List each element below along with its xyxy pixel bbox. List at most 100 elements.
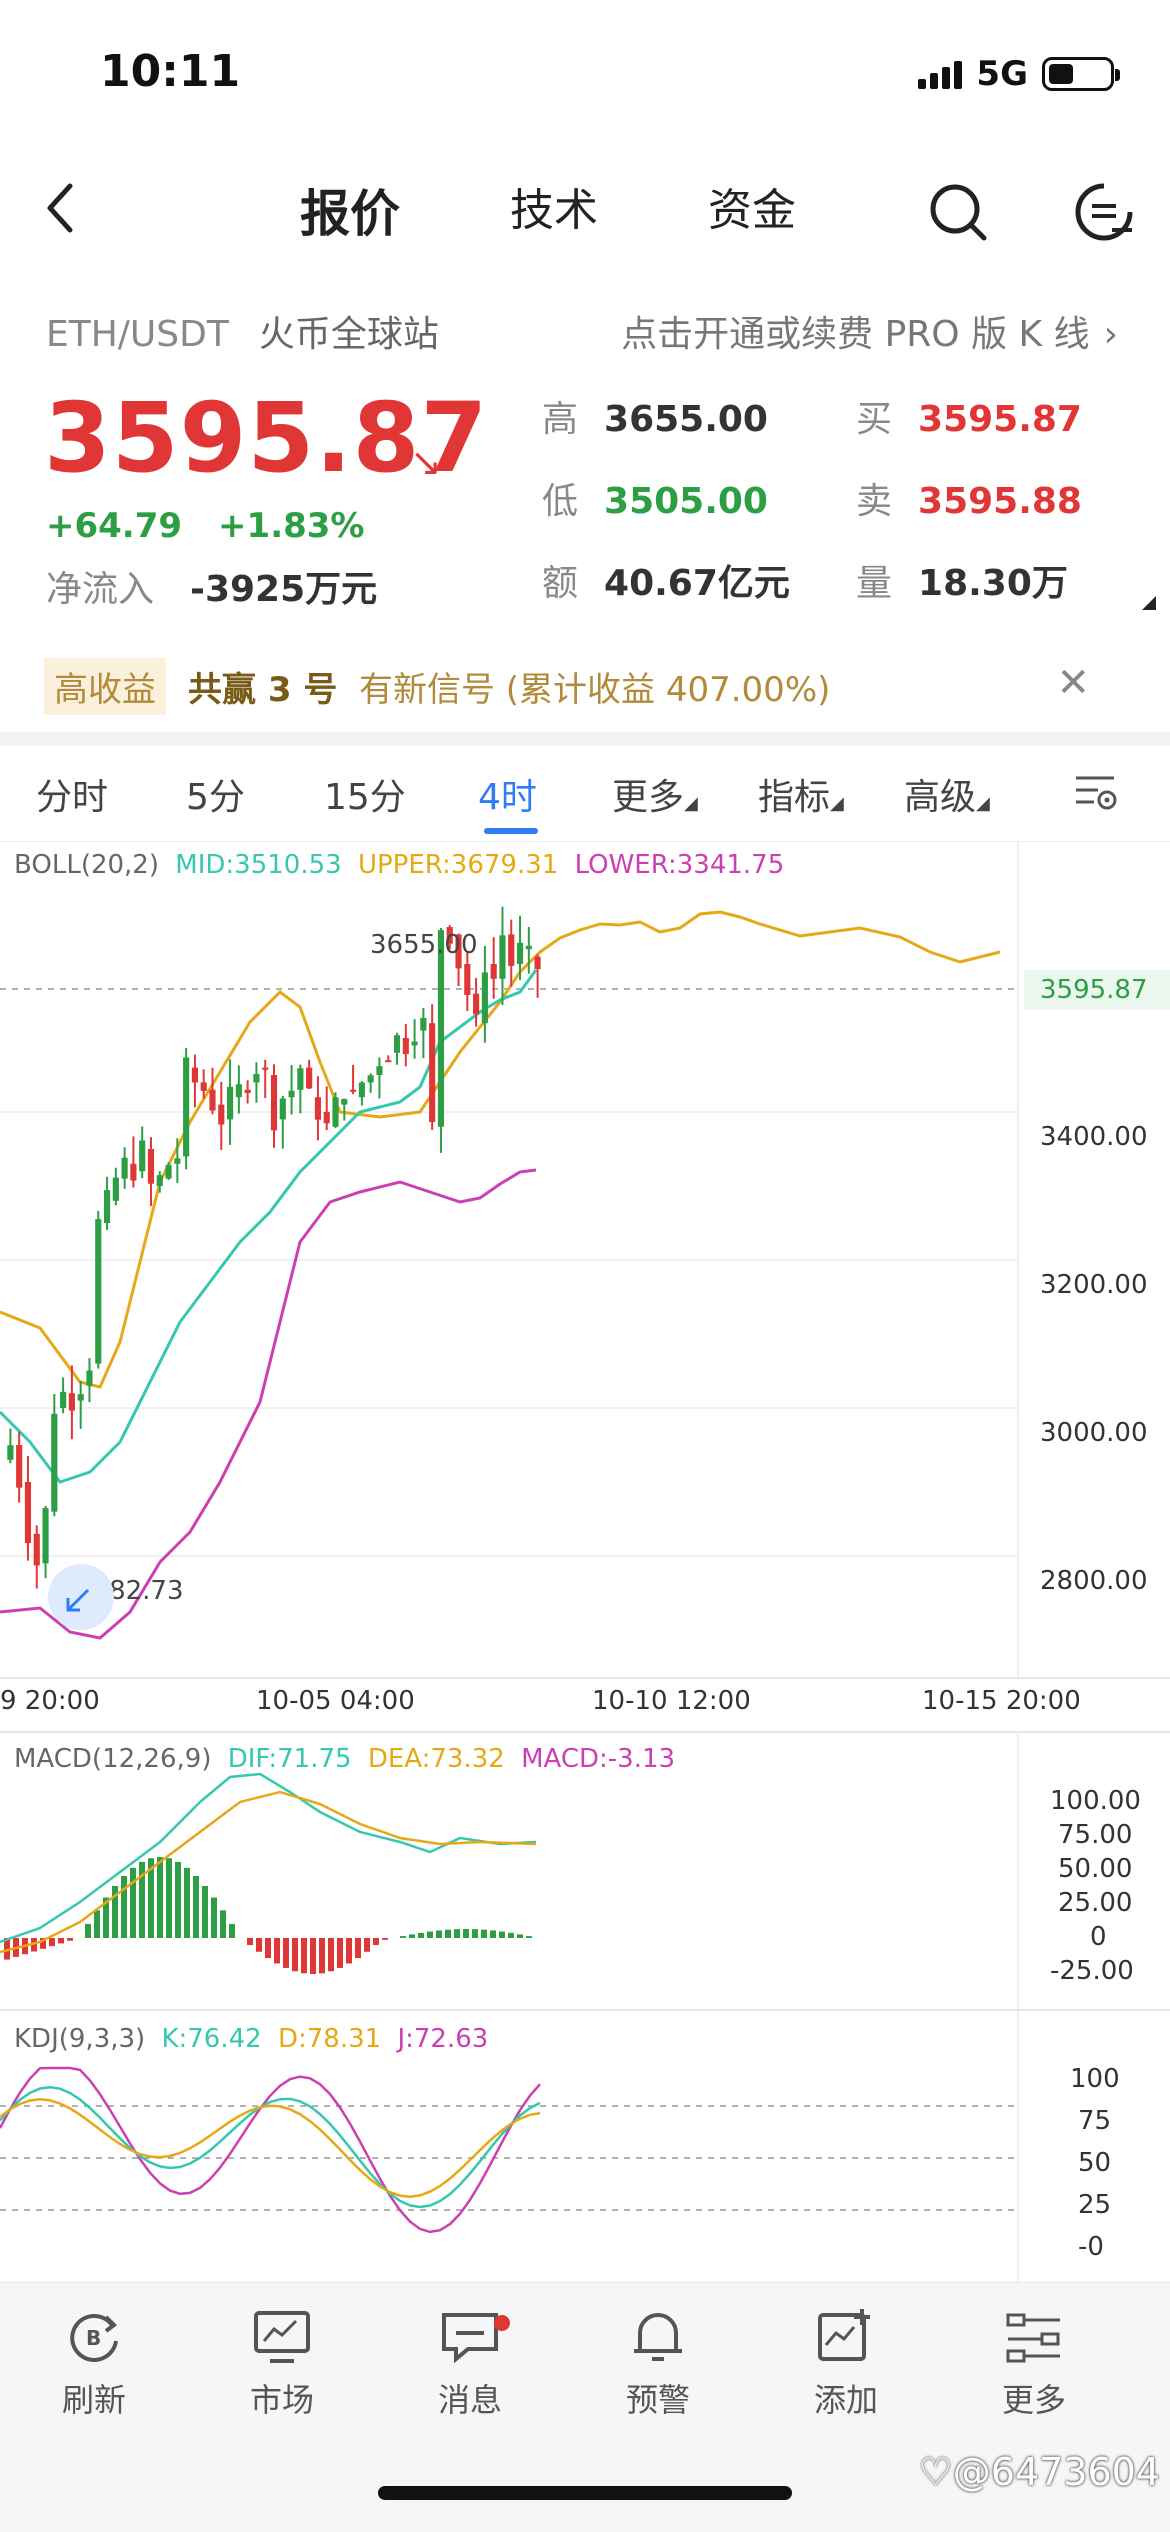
- nav-alerts[interactable]: 预警: [588, 2305, 728, 2421]
- candle: [253, 1073, 260, 1083]
- nav-messages[interactable]: 消息: [400, 2305, 540, 2421]
- macd-bar: [94, 1910, 100, 1938]
- macd-bar: [337, 1938, 343, 1968]
- kline-chart[interactable]: BOLL(20,2) MID:3510.53 UPPER:3679.31 LOW…: [0, 842, 1170, 2282]
- kdj-y-tick: 75: [1078, 2106, 1112, 2136]
- active-tab-indicator: [484, 828, 538, 834]
- nav-more[interactable]: 更多: [964, 2305, 1104, 2421]
- macd-bar: [211, 1897, 217, 1938]
- candle: [68, 1393, 75, 1411]
- quote-tabs: 报价 技术 资金: [300, 174, 796, 246]
- home-indicator[interactable]: [378, 2486, 792, 2500]
- pro-kline-link[interactable]: 点击开通或续费 PRO 版 K 线 ›: [621, 305, 1118, 357]
- nav-market[interactable]: 市场: [212, 2305, 352, 2421]
- macd-bar: [67, 1938, 73, 1941]
- macd-bar: [517, 1934, 523, 1938]
- bell-icon: [634, 2313, 682, 2361]
- nav-add[interactable]: 添加: [776, 2305, 916, 2421]
- interval-tabs: 分时 5分 15分 4时 更多◢ 指标◢ 高级◢: [0, 746, 1170, 842]
- candle: [147, 1149, 155, 1184]
- candle: [446, 927, 453, 944]
- macd-bar: [445, 1929, 451, 1938]
- candle: [534, 956, 541, 970]
- svg-text:B: B: [86, 2326, 101, 2350]
- candle: [60, 1391, 67, 1408]
- indicator-menu[interactable]: 指标◢: [758, 777, 844, 818]
- macd-bar: [256, 1938, 262, 1952]
- candle: [279, 1098, 286, 1120]
- macd-bar: [85, 1923, 91, 1938]
- unread-badge: [494, 2315, 510, 2331]
- chart-settings-icon[interactable]: [1074, 770, 1118, 823]
- expand-corner-icon[interactable]: [1142, 596, 1156, 610]
- macd-bar: [436, 1930, 442, 1938]
- candle: [183, 1057, 190, 1157]
- candle: [367, 1075, 374, 1083]
- macd-dif-line: [0, 1772, 537, 1944]
- candle: [314, 1097, 322, 1120]
- y-tick: 3200.00: [1040, 1270, 1148, 1300]
- tab-technical[interactable]: 技术: [510, 185, 598, 236]
- macd-bar: [490, 1930, 496, 1938]
- back-icon[interactable]: [40, 178, 100, 238]
- menu-icon[interactable]: [1072, 180, 1136, 244]
- macd-bar: [112, 1885, 118, 1938]
- candle: [95, 1219, 102, 1364]
- candle: [376, 1066, 383, 1075]
- chart-canvas[interactable]: [0, 842, 1170, 2282]
- macd-bar: [283, 1938, 289, 1968]
- tab-quote[interactable]: 报价: [300, 185, 400, 243]
- last-price: 3595.87: [44, 382, 489, 494]
- boll-mid-line: [0, 969, 538, 1484]
- macd-bar: [301, 1938, 307, 1974]
- candle: [297, 1068, 304, 1090]
- macd-bar: [274, 1938, 280, 1964]
- kdj-legend: KDJ(9,3,3) K:76.42 D:78.31 J:72.63: [14, 2024, 489, 2054]
- interval-more[interactable]: 更多◢: [612, 777, 698, 818]
- macd-legend: MACD(12,26,9) DIF:71.75 DEA:73.32 MACD:-…: [14, 1744, 676, 1774]
- nav-refresh[interactable]: B 刷新: [24, 2305, 164, 2421]
- top-nav: 报价 技术 资金: [0, 160, 1170, 260]
- x-tick: 10-15 20:00: [922, 1686, 1081, 1716]
- dropdown-corner-icon: ◢: [976, 793, 990, 814]
- chevron-right-icon: ›: [1103, 314, 1118, 355]
- tab-funds[interactable]: 资金: [708, 185, 796, 236]
- candle: [420, 1017, 427, 1031]
- candle: [358, 1082, 365, 1098]
- interval-timeshare[interactable]: 分时: [36, 777, 109, 818]
- macd-bar: [4, 1938, 10, 1960]
- candle: [332, 1097, 339, 1127]
- candle: [226, 1086, 234, 1120]
- candle: [306, 1067, 313, 1089]
- candle: [393, 1035, 401, 1053]
- candle: [218, 1104, 225, 1125]
- candle: [385, 1060, 392, 1063]
- interval-5m[interactable]: 5分: [186, 777, 245, 818]
- zoom-reset-icon[interactable]: [48, 1564, 114, 1630]
- macd-bar: [220, 1910, 226, 1938]
- search-icon[interactable]: [926, 180, 990, 244]
- x-tick: 9 20:00: [0, 1686, 100, 1716]
- candle: [112, 1177, 119, 1201]
- interval-4h[interactable]: 4时: [478, 777, 537, 818]
- boll-legend: BOLL(20,2) MID:3510.53 UPPER:3679.31 LOW…: [14, 850, 785, 880]
- macd-bar: [418, 1932, 424, 1938]
- stat-sell: 卖 3595.88: [856, 481, 1082, 522]
- candle: [33, 1533, 40, 1566]
- pair-symbol: ETH/USDT: [46, 314, 229, 355]
- candle: [323, 1112, 330, 1124]
- close-icon[interactable]: ✕: [1056, 660, 1090, 706]
- macd-bar: [463, 1929, 469, 1938]
- interval-15m[interactable]: 15分: [324, 777, 406, 818]
- macd-bar: [265, 1938, 271, 1959]
- macd-bar: [346, 1938, 352, 1964]
- network-type: 5G: [976, 54, 1028, 94]
- macd-bar: [499, 1931, 505, 1938]
- macd-y-tick: 75.00: [1058, 1820, 1133, 1850]
- signal-banner[interactable]: 高收益 共赢 3 号 有新信号 (累计收益 407.00%) ✕: [0, 640, 1170, 732]
- add-chart-icon: [818, 2309, 870, 2361]
- candle: [402, 1038, 409, 1055]
- stat-volume: 量 18.30万: [856, 563, 1068, 604]
- macd-bar: [310, 1938, 316, 1974]
- advanced-menu[interactable]: 高级◢: [904, 777, 990, 818]
